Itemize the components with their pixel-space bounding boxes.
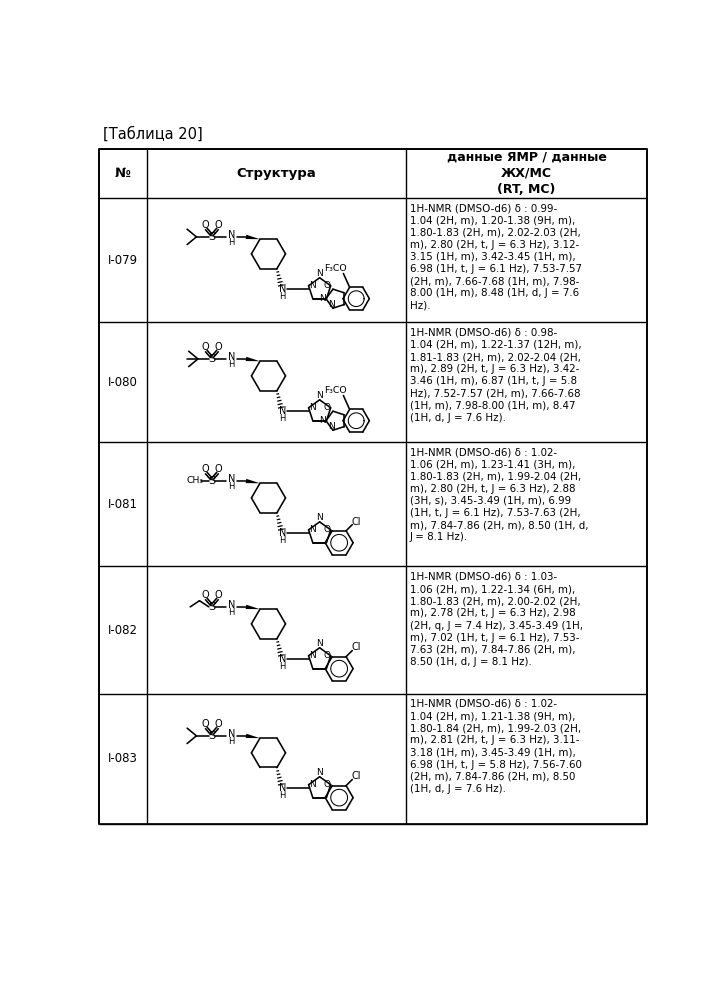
Text: №: № — [115, 167, 131, 180]
Text: Cl: Cl — [352, 642, 361, 652]
Text: I-079: I-079 — [108, 254, 138, 267]
Polygon shape — [245, 733, 260, 738]
Text: O: O — [202, 343, 210, 353]
Text: 1H-NMR (DMSO-d6) δ : 1.02-
1.04 (2H, m), 1.21-1.38 (9H, m),
1.80-1.84 (2H, m), 1: 1H-NMR (DMSO-d6) δ : 1.02- 1.04 (2H, m),… — [410, 699, 582, 794]
Text: O: O — [323, 780, 331, 789]
Text: N: N — [316, 638, 323, 647]
Text: [Таблица 20]: [Таблица 20] — [103, 126, 202, 142]
Text: S: S — [208, 476, 215, 486]
Text: I-080: I-080 — [108, 376, 138, 389]
Text: N: N — [279, 407, 286, 417]
Text: O: O — [323, 525, 331, 534]
Text: N: N — [279, 285, 286, 295]
Text: N: N — [309, 780, 316, 789]
Text: CH₃: CH₃ — [186, 477, 203, 486]
Text: N: N — [279, 783, 286, 793]
Text: N: N — [319, 294, 325, 303]
Text: Cl: Cl — [352, 771, 361, 781]
Text: H: H — [228, 360, 234, 369]
Text: H: H — [228, 482, 234, 491]
Text: N: N — [229, 353, 236, 363]
Text: H: H — [280, 292, 285, 301]
Text: Структура: Структура — [237, 167, 316, 180]
Text: S: S — [208, 232, 215, 242]
Text: N: N — [316, 512, 323, 521]
Text: 1H-NMR (DMSO-d6) δ : 1.03-
1.06 (2H, m), 1.22-1.34 (6H, m),
1.80-1.83 (2H, m), 2: 1H-NMR (DMSO-d6) δ : 1.03- 1.06 (2H, m),… — [410, 571, 582, 667]
Text: N: N — [328, 422, 335, 431]
Text: S: S — [208, 601, 215, 611]
Text: N: N — [316, 767, 323, 776]
Text: O: O — [214, 343, 222, 353]
Text: N: N — [309, 282, 316, 291]
Text: I-081: I-081 — [108, 498, 138, 510]
Text: O: O — [323, 282, 331, 291]
Text: H: H — [280, 535, 285, 544]
Text: S: S — [208, 354, 215, 364]
Text: O: O — [214, 719, 222, 729]
Text: N: N — [229, 475, 236, 485]
Polygon shape — [245, 235, 260, 239]
Text: N: N — [229, 231, 236, 241]
Text: N: N — [316, 391, 323, 400]
Text: F₃CO: F₃CO — [325, 386, 347, 395]
Text: O: O — [202, 719, 210, 729]
Text: I-082: I-082 — [108, 623, 138, 636]
Text: N: N — [309, 404, 316, 413]
Text: Cl: Cl — [352, 516, 361, 526]
Text: H: H — [280, 791, 285, 800]
Text: O: O — [214, 590, 222, 600]
Text: данные ЯМР / данные
ЖХ/МС
(RT, МС): данные ЯМР / данные ЖХ/МС (RT, МС) — [446, 151, 606, 196]
Text: N: N — [279, 528, 286, 538]
Text: N: N — [229, 600, 236, 610]
Text: F₃CO: F₃CO — [325, 264, 347, 273]
Text: O: O — [323, 651, 331, 660]
Text: S: S — [208, 731, 215, 741]
Polygon shape — [245, 479, 260, 484]
Text: O: O — [202, 465, 210, 475]
Text: N: N — [229, 729, 236, 739]
Text: O: O — [202, 221, 210, 231]
Text: 1H-NMR (DMSO-d6) δ : 0.99-
1.04 (2H, m), 1.20-1.38 (9H, m),
1.80-1.83 (2H, m), 2: 1H-NMR (DMSO-d6) δ : 0.99- 1.04 (2H, m),… — [410, 203, 582, 311]
Text: H: H — [228, 607, 234, 616]
Text: N: N — [328, 300, 335, 309]
Bar — [99, 149, 647, 824]
Text: O: O — [214, 221, 222, 231]
Text: 1H-NMR (DMSO-d6) δ : 0.98-
1.04 (2H, m), 1.22-1.37 (12H, m),
1.81-1.83 (2H, m), : 1H-NMR (DMSO-d6) δ : 0.98- 1.04 (2H, m),… — [410, 328, 581, 423]
Text: O: O — [202, 590, 210, 600]
Text: H: H — [280, 661, 285, 670]
Text: N: N — [309, 651, 316, 660]
Text: I-083: I-083 — [108, 752, 138, 765]
Text: H: H — [280, 414, 285, 423]
Text: O: O — [323, 404, 331, 413]
Text: 1H-NMR (DMSO-d6) δ : 1.02-
1.06 (2H, m), 1.23-1.41 (3H, m),
1.80-1.83 (2H, m), 1: 1H-NMR (DMSO-d6) δ : 1.02- 1.06 (2H, m),… — [410, 448, 588, 542]
Text: N: N — [279, 654, 286, 664]
Polygon shape — [245, 604, 260, 609]
Text: H: H — [228, 736, 234, 745]
Text: N: N — [319, 417, 325, 426]
Text: N: N — [309, 525, 316, 534]
Text: N: N — [316, 269, 323, 278]
Text: H: H — [228, 238, 234, 247]
Polygon shape — [245, 357, 260, 362]
Text: O: O — [214, 465, 222, 475]
